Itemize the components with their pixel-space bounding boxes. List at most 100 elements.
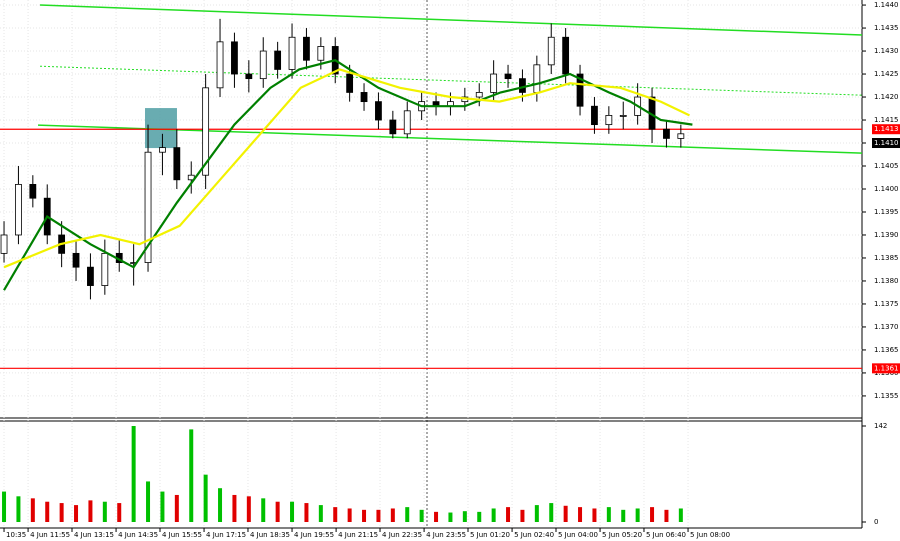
volume-bar <box>102 501 107 522</box>
volume-bar <box>405 507 410 522</box>
y-tick-label: 1.1440 <box>874 1 899 9</box>
volume-bar <box>448 512 453 522</box>
volume-bar <box>563 505 568 522</box>
candle-body <box>605 115 613 126</box>
volume-bar <box>74 505 79 522</box>
candle-body <box>533 64 541 93</box>
x-tick-label: 4 Jun 14:35 <box>118 531 158 539</box>
x-tick-label: 5 Jun 08:00 <box>690 531 730 539</box>
candle-body <box>677 133 685 139</box>
volume-bar <box>578 507 583 522</box>
y-tick-label: 1.1385 <box>874 254 899 262</box>
volume-bar <box>30 498 35 522</box>
volume-bar <box>174 494 179 522</box>
volume-bar <box>232 494 237 522</box>
level-label-box <box>872 138 900 149</box>
candle-body <box>288 36 296 70</box>
candle-body <box>375 101 382 121</box>
volume-bar <box>635 508 640 522</box>
level-label-box <box>872 363 900 374</box>
candle-body <box>259 50 267 80</box>
volume-bar <box>218 488 223 522</box>
volume-bar <box>347 508 352 522</box>
x-tick-label: 10:35 <box>6 531 26 539</box>
volume-bar <box>477 511 482 522</box>
candle-body <box>591 105 598 126</box>
candle-body <box>101 252 109 286</box>
volume-bar <box>2 491 7 522</box>
x-tick-label: 4 Jun 15:55 <box>162 531 202 539</box>
volume-bar <box>160 491 165 522</box>
candle-body <box>475 92 483 98</box>
candle-body <box>490 73 498 93</box>
volume-bar <box>246 496 251 522</box>
volume-bar <box>117 503 122 522</box>
y-tick-label: 1.1370 <box>874 323 899 331</box>
candle-body <box>317 46 325 61</box>
candle-body <box>389 119 397 135</box>
y-tick-label: 1.1430 <box>874 47 899 55</box>
volume-bar <box>650 507 655 522</box>
volume-bar <box>621 509 626 522</box>
volume-bar <box>290 501 295 522</box>
volume-bar <box>362 509 367 522</box>
candle-body <box>547 36 555 66</box>
y-tick-label: 1.1425 <box>874 70 899 78</box>
volume-bar <box>549 503 554 522</box>
candle-body <box>231 41 238 75</box>
candle-body <box>216 41 224 89</box>
candle-body <box>619 115 627 117</box>
volume-bar <box>390 508 395 522</box>
y-tick-label: 1.1355 <box>874 392 899 400</box>
volume-bar <box>419 509 424 522</box>
x-tick-label: 5 Jun 06:40 <box>646 531 686 539</box>
x-tick-label: 5 Jun 04:00 <box>558 531 598 539</box>
candle-body <box>87 266 94 286</box>
volume-bar <box>261 498 266 522</box>
volume-bar <box>520 509 525 522</box>
volume-bar <box>376 509 381 522</box>
candle-body <box>173 147 181 181</box>
volume-tick-label: 0 <box>874 518 878 526</box>
x-tick-label: 5 Jun 01:20 <box>470 531 510 539</box>
x-tick-label: 5 Jun 05:20 <box>602 531 642 539</box>
x-tick-label: 5 Jun 02:40 <box>514 531 554 539</box>
volume-bar <box>59 503 64 522</box>
moving-average <box>3 59 693 291</box>
x-tick-label: 4 Jun 18:35 <box>250 531 290 539</box>
candle-body <box>303 36 310 61</box>
y-tick-label: 1.1420 <box>874 93 899 101</box>
y-tick-label: 1.1395 <box>874 208 899 216</box>
volume-bar <box>318 505 323 522</box>
x-tick-label: 4 Jun 19:55 <box>294 531 334 539</box>
y-tick-label: 1.1390 <box>874 231 899 239</box>
volume-bar <box>333 507 338 522</box>
volume-bar <box>304 503 309 522</box>
candle-body <box>0 234 8 254</box>
trendline <box>40 65 863 96</box>
y-tick-label: 1.1375 <box>874 300 899 308</box>
y-tick-label: 1.1365 <box>874 346 899 354</box>
y-tick-label: 1.1400 <box>874 185 899 193</box>
volume-bar <box>131 426 136 522</box>
x-tick-label: 4 Jun 21:15 <box>338 531 378 539</box>
level-label: 1.1361 <box>874 364 899 372</box>
y-tick-label: 1.1415 <box>874 116 899 124</box>
candle-body <box>202 87 210 176</box>
candle-body <box>15 183 22 236</box>
candle-body <box>562 36 570 75</box>
x-tick-label: 4 Jun 17:15 <box>206 531 246 539</box>
candle-body <box>72 252 80 268</box>
x-tick-label: 4 Jun 23:55 <box>426 531 466 539</box>
volume-bar <box>16 496 21 522</box>
volume-bar <box>189 429 194 522</box>
volume-bar <box>664 509 669 522</box>
candle-body <box>504 73 512 80</box>
volume-bar <box>592 508 597 522</box>
candle-body <box>663 128 670 139</box>
candle-body <box>144 151 152 263</box>
zone <box>145 108 177 149</box>
level-label-box <box>872 124 900 135</box>
volume-bar <box>434 511 439 522</box>
